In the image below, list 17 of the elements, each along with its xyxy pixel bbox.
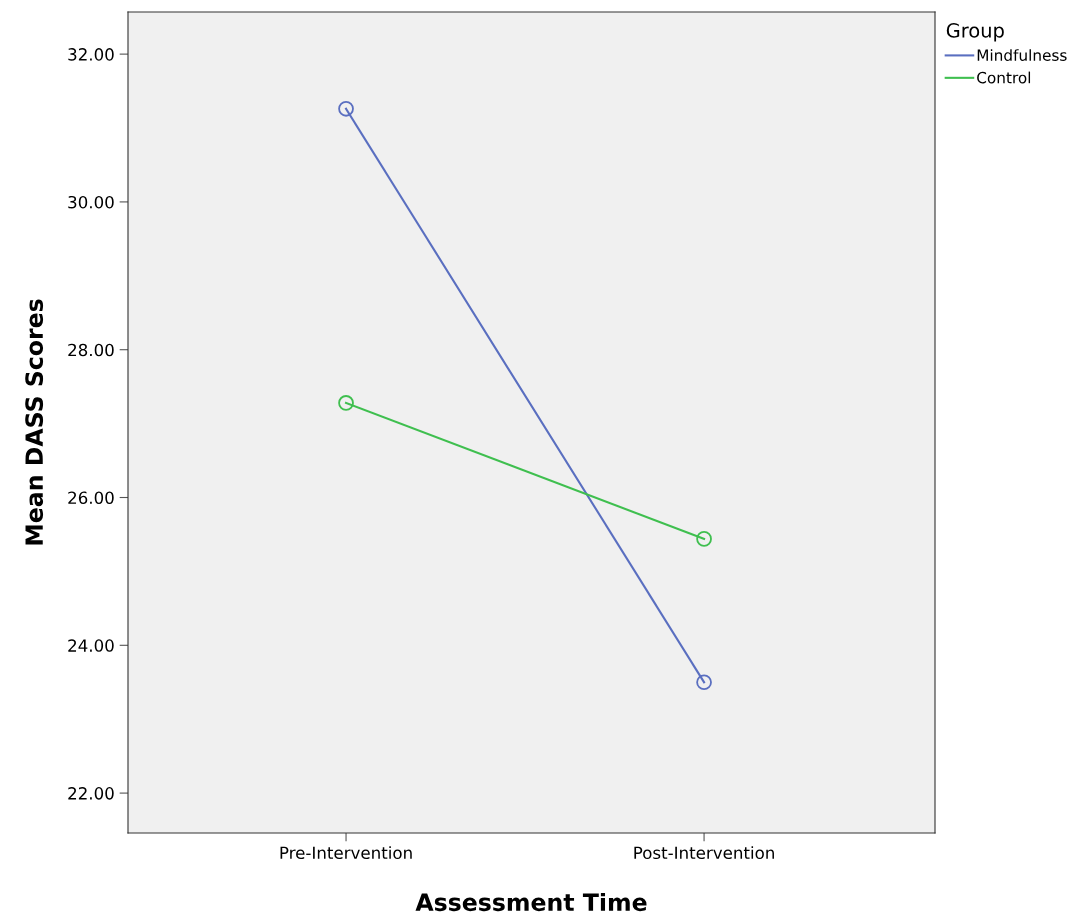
x-axis-title: Assessment Time: [415, 892, 647, 912]
x-tick-label: Post-Intervention: [634, 846, 774, 860]
y-tick-label: 28.00: [68, 343, 114, 357]
y-tick-label: 24.00: [68, 639, 114, 652]
y-tick-label: 26.00: [68, 491, 114, 505]
x-tick-label: Pre-Intervention: [280, 846, 412, 860]
y-tick-label: 30.00: [68, 195, 114, 209]
point: [696, 531, 712, 547]
legend-title: Group: [946, 23, 1004, 42]
point: [696, 674, 712, 691]
y-tick-label: 32.00: [68, 48, 114, 61]
point: [338, 100, 354, 117]
y-tick-label: 22.00: [68, 787, 114, 800]
point: [338, 395, 354, 411]
legend-label: Control: [977, 71, 1031, 84]
y-axis-title: Mean DASS Scores: [25, 299, 44, 545]
legend-label: Mindfulness: [977, 49, 1067, 61]
